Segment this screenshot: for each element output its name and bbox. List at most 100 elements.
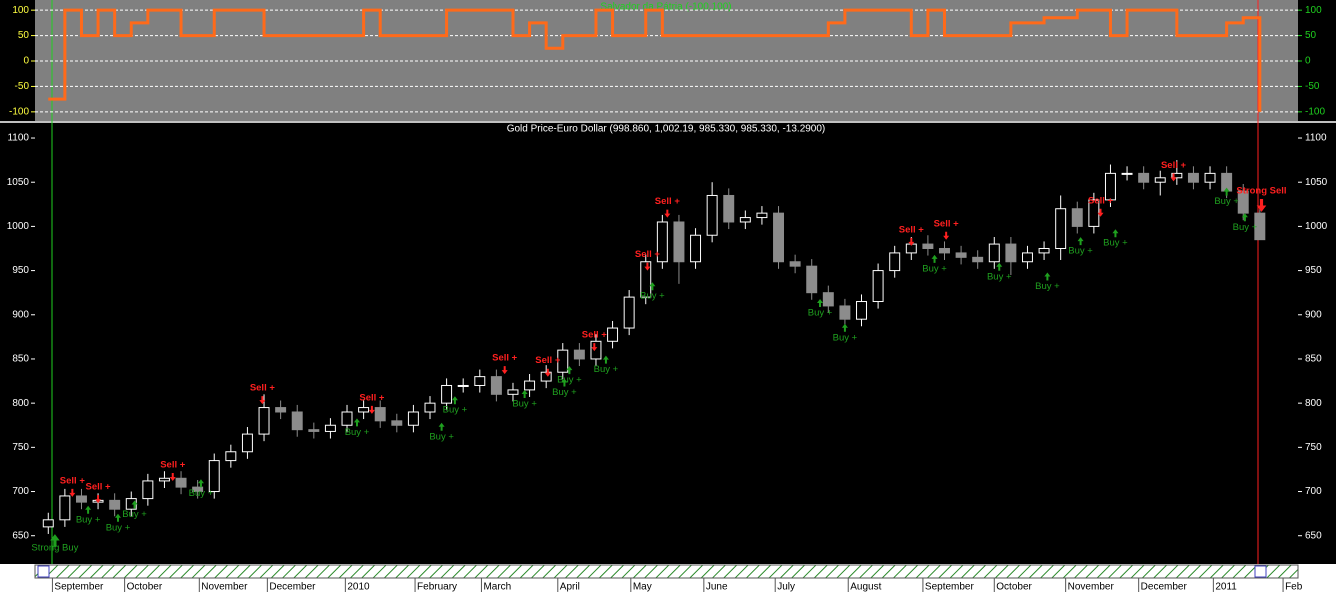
signal-arrow (931, 254, 938, 263)
candle-body (773, 212, 785, 263)
signal-label: Buy + (122, 509, 147, 520)
signal-arrow (1097, 208, 1104, 217)
y-tick-label: 0 (23, 56, 29, 67)
candle-body (59, 495, 71, 521)
signal-arrow (544, 368, 551, 377)
signal-arrow (169, 473, 176, 482)
candle-body (988, 243, 1000, 263)
y-tick-label: 1050 (7, 177, 30, 188)
signal-label: Buy + (594, 364, 619, 375)
candle-body (723, 194, 735, 223)
y2-tick-label: 1000 (1305, 221, 1328, 232)
candle-body (109, 499, 121, 510)
indicator-panel (35, 0, 1298, 121)
y-tick-label: 700 (12, 486, 29, 497)
signal-label: Sell + (899, 224, 925, 235)
signal-arrow (1077, 237, 1084, 246)
candle-body (856, 301, 867, 320)
candle-body (524, 380, 536, 391)
y2-tick-label: 0 (1305, 56, 1311, 67)
signal-label: Sell + (60, 475, 86, 486)
signal-arrow (996, 262, 1003, 271)
signal-arrow (908, 237, 915, 246)
y-tick-label: 850 (12, 354, 29, 365)
y-tick-label: -100 (9, 106, 29, 117)
signal-arrow (131, 500, 138, 509)
signal-arrow (561, 378, 568, 387)
candle-body (739, 217, 751, 223)
signal-arrow (368, 405, 375, 414)
signal-label: Buy + (808, 308, 833, 319)
signal-arrow (817, 299, 824, 308)
signal-label: Buy + (106, 522, 131, 533)
candle-body (407, 411, 419, 426)
candle-body (640, 261, 652, 298)
signal-label: Buy + (512, 399, 537, 410)
candle-body (955, 252, 967, 258)
y2-tick-label: 50 (1305, 30, 1317, 41)
signal-label: Buy + (1035, 281, 1060, 292)
chart-title: Gold Price-Euro Dollar (998.860, 1,002.1… (507, 124, 826, 135)
signal-label: Buy + (1103, 238, 1128, 249)
candle-body (75, 495, 87, 503)
signal-label: Buy + (557, 375, 582, 386)
signal-label: Sell + (635, 249, 661, 260)
candle-body (275, 407, 287, 413)
x-tick-label: November (201, 582, 248, 592)
y2-tick-label: 800 (1305, 398, 1322, 409)
signal-label: Buy + (345, 427, 370, 438)
candle-body (872, 270, 884, 303)
scroll-button (37, 565, 50, 578)
signal-arrow (591, 343, 598, 352)
candle-body (291, 411, 303, 431)
signal-arrow (1223, 187, 1230, 196)
signal-label: Buy + (1068, 246, 1093, 257)
signal-arrow (1170, 173, 1177, 182)
x-tick-label: September (925, 582, 975, 592)
x-tick-label: August (850, 582, 881, 592)
candle-body (939, 247, 950, 254)
candle-body (706, 194, 718, 236)
x-tick-label: June (706, 582, 728, 592)
signal-arrow (95, 495, 102, 504)
signal-label: Sell + (582, 330, 608, 341)
candle-body (1104, 172, 1116, 201)
y-tick-label: -50 (15, 81, 30, 92)
candle-body (1055, 208, 1067, 249)
x-tick-label: October (127, 582, 163, 592)
y2-tick-label: 950 (1305, 265, 1322, 276)
candle-body (1254, 212, 1266, 241)
x-tick-label: 2011 (1215, 582, 1237, 592)
x-tick-label: Feb (1285, 582, 1303, 592)
signal-label: Sell + (1161, 160, 1187, 171)
signal-arrow (1112, 229, 1119, 238)
y2-tick-label: 1100 (1305, 133, 1327, 144)
candle-body (142, 480, 154, 500)
signal-arrow (69, 488, 76, 497)
signal-label: Buy + (552, 387, 577, 398)
signal-arrow (438, 422, 445, 431)
y2-tick-label: 900 (1305, 309, 1322, 320)
signal-arrow (841, 323, 848, 332)
x-tick-label: March (483, 582, 511, 592)
x-tick-label: September (54, 582, 104, 592)
y-tick-label: 650 (12, 530, 29, 541)
candle-body (1138, 172, 1150, 183)
x-tick-label: February (417, 582, 457, 592)
candle-body (241, 433, 253, 453)
y2-tick-label: -50 (1305, 81, 1320, 92)
x-tick-label: April (560, 582, 580, 592)
y-tick-label: 750 (12, 442, 29, 453)
candle-body (341, 411, 353, 426)
signal-label: Sell + (535, 355, 561, 366)
signal-arrow (602, 355, 609, 364)
signal-label: Buy + (922, 263, 947, 274)
x-tick-label: October (996, 582, 1032, 592)
signal-label: Strong Buy (31, 543, 78, 554)
signal-label: Sell + (934, 218, 960, 229)
x-tick-label: December (269, 582, 316, 592)
candle-body (1204, 172, 1216, 183)
y2-tick-label: 650 (1305, 530, 1322, 541)
signal-arrow (649, 282, 656, 291)
